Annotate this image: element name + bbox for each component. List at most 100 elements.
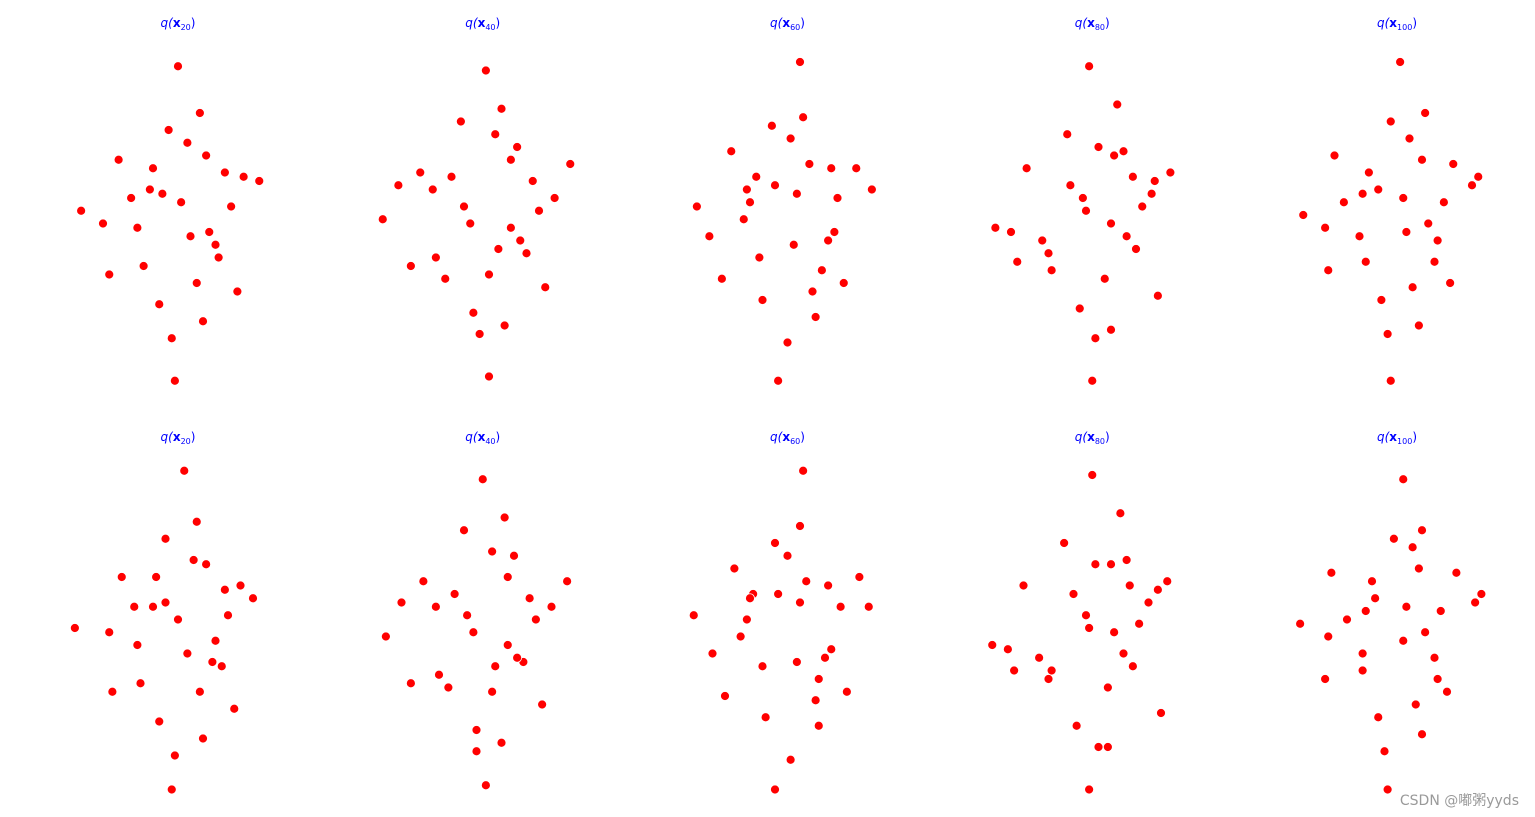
panel-title: q(x100) xyxy=(1377,16,1417,32)
point xyxy=(194,686,205,697)
point xyxy=(1451,567,1462,578)
point xyxy=(496,103,507,114)
point xyxy=(745,197,755,208)
point xyxy=(1084,784,1095,795)
title-part: q( xyxy=(161,16,175,30)
point xyxy=(726,146,737,157)
point xyxy=(1115,508,1126,519)
point xyxy=(1165,167,1176,178)
point xyxy=(757,295,768,305)
point xyxy=(1162,576,1173,587)
point xyxy=(207,657,218,667)
point xyxy=(480,780,491,791)
point xyxy=(468,307,479,318)
point xyxy=(132,222,143,233)
point xyxy=(148,163,158,174)
point xyxy=(1320,222,1331,233)
panel-title: q(x100) xyxy=(1377,430,1417,446)
point xyxy=(1146,188,1157,199)
title-part: 60 xyxy=(790,23,800,32)
panel-title: q(x60) xyxy=(770,16,805,32)
point xyxy=(512,652,523,663)
point xyxy=(1363,167,1374,178)
title-part: q( xyxy=(770,430,784,444)
point xyxy=(1373,184,1384,195)
point xyxy=(1398,474,1409,485)
point xyxy=(1473,171,1484,182)
point xyxy=(807,286,818,297)
point xyxy=(1360,606,1371,616)
point xyxy=(1357,188,1368,199)
point xyxy=(1420,627,1431,638)
title-part: ) xyxy=(496,430,501,444)
point xyxy=(204,227,215,237)
point xyxy=(405,261,416,271)
point xyxy=(546,601,557,612)
point xyxy=(1420,108,1431,118)
point xyxy=(210,239,221,250)
point xyxy=(835,601,846,612)
point xyxy=(194,108,205,118)
point xyxy=(795,57,805,67)
point xyxy=(496,737,507,748)
point xyxy=(729,563,740,574)
point xyxy=(1438,197,1449,208)
point xyxy=(1109,627,1120,638)
point xyxy=(1106,559,1116,570)
point xyxy=(471,725,482,735)
point xyxy=(1068,589,1079,599)
point xyxy=(440,273,451,284)
point xyxy=(691,201,702,212)
title-part: ) xyxy=(1412,16,1417,30)
point xyxy=(477,474,488,485)
point xyxy=(1357,665,1368,676)
title-part: x xyxy=(173,16,181,30)
point xyxy=(823,580,834,591)
point xyxy=(549,193,560,203)
point xyxy=(540,282,551,293)
point xyxy=(1338,197,1349,208)
title-part: q( xyxy=(465,430,479,444)
point xyxy=(393,180,404,191)
point xyxy=(1413,320,1424,331)
point xyxy=(1012,256,1023,267)
point xyxy=(499,512,510,523)
point xyxy=(1059,538,1070,548)
point xyxy=(791,657,802,667)
panel-title: q(x80) xyxy=(1075,430,1110,446)
point xyxy=(182,648,193,659)
point xyxy=(1398,193,1409,203)
point xyxy=(720,691,730,701)
point xyxy=(1320,674,1331,684)
point xyxy=(785,754,796,765)
point xyxy=(1071,720,1082,731)
point xyxy=(770,180,780,191)
point xyxy=(788,239,799,250)
point xyxy=(1370,593,1381,604)
point xyxy=(1395,57,1406,67)
point xyxy=(782,550,793,561)
point xyxy=(791,188,802,199)
point xyxy=(459,525,469,536)
point xyxy=(1037,235,1048,246)
point xyxy=(1109,150,1120,161)
point xyxy=(201,150,212,161)
point xyxy=(1295,618,1306,629)
point xyxy=(1407,542,1418,553)
point xyxy=(854,572,865,582)
point xyxy=(562,576,573,587)
point xyxy=(1385,375,1396,386)
point xyxy=(176,197,187,208)
point xyxy=(1445,278,1456,288)
point xyxy=(826,644,837,655)
point xyxy=(69,623,80,633)
title-part: q( xyxy=(465,16,479,30)
point xyxy=(188,555,199,565)
point xyxy=(1102,682,1113,693)
point xyxy=(1379,746,1390,757)
point xyxy=(1106,218,1116,229)
point xyxy=(1423,218,1434,229)
point xyxy=(1367,576,1377,587)
point xyxy=(1143,597,1154,608)
point xyxy=(160,533,171,544)
